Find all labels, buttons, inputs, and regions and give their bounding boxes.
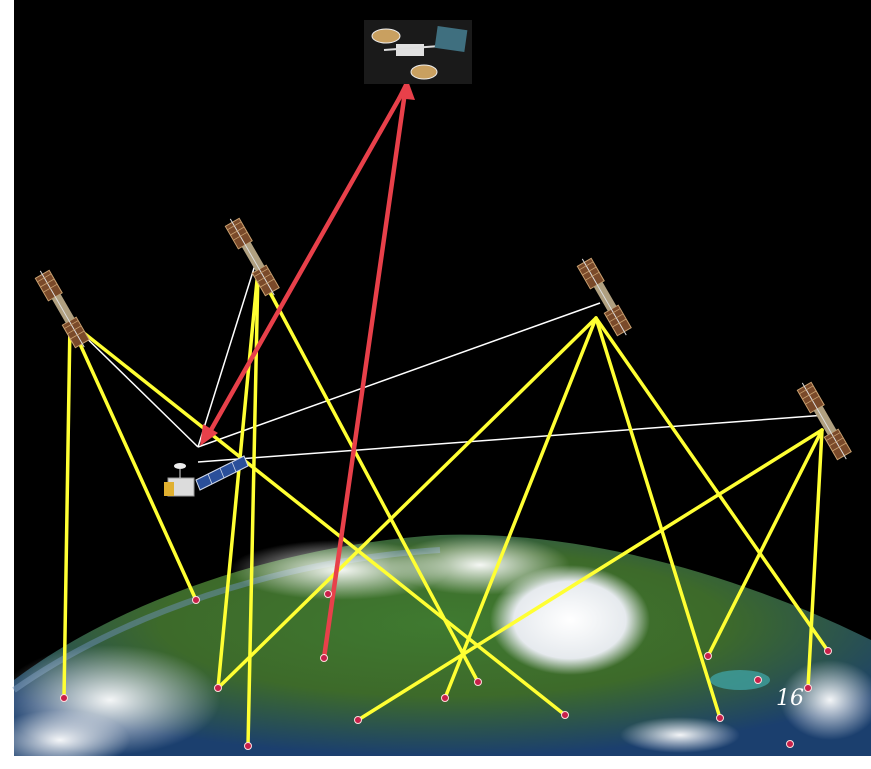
gps-link <box>443 316 598 700</box>
ground-station-marker-icon <box>354 716 362 724</box>
gps-satellite-icon <box>576 257 632 337</box>
cloud-bottom <box>620 717 740 753</box>
ground-stations <box>60 590 832 750</box>
relay-arrow-down <box>204 87 407 440</box>
ground-station-marker-icon <box>754 676 762 684</box>
hurricane <box>490 565 650 675</box>
earth-observation-satellite-icon <box>164 455 249 497</box>
crosslink-2 <box>197 264 256 448</box>
ground-station-marker-icon <box>716 714 724 722</box>
ground-station-marker-icon <box>561 711 569 719</box>
bottom-white-margin <box>0 756 871 769</box>
relay-arrowhead-up <box>397 78 415 100</box>
ground-station-marker-icon <box>804 684 812 692</box>
gps-link <box>706 428 824 658</box>
ground-station-marker-icon <box>786 740 794 748</box>
gps-link <box>806 428 824 690</box>
crosslinks <box>65 264 827 463</box>
gps-satellite-3 <box>576 257 632 337</box>
gps-satellite-2 <box>224 217 280 297</box>
gps-satellite-1 <box>34 269 90 349</box>
ground-station-marker-icon <box>244 742 252 750</box>
ground-station-marker-icon <box>474 678 482 686</box>
ground-station-marker-icon <box>60 694 68 702</box>
gps-link <box>256 268 480 684</box>
user-spacecraft <box>164 455 249 497</box>
gps-link <box>356 428 824 722</box>
gps-satellite-4 <box>796 381 852 461</box>
ground-station-marker-icon <box>214 684 222 692</box>
ground-station-marker-icon <box>324 590 332 598</box>
gps-link <box>68 320 567 717</box>
gps-link <box>68 320 198 602</box>
relay-satellite <box>364 20 472 84</box>
crosslink-4 <box>197 414 827 463</box>
page-number: 16 <box>776 686 804 711</box>
gps-link <box>62 320 72 700</box>
relay-links <box>200 78 415 661</box>
gps-link <box>216 316 598 690</box>
cloud-left-2 <box>0 710 130 769</box>
ground-station-marker-icon <box>320 654 328 662</box>
ground-station-marker-icon <box>824 647 832 655</box>
relay-satellite-icon <box>371 26 468 80</box>
ground-station-marker-icon <box>441 694 449 702</box>
relay-arrow-up <box>321 89 408 661</box>
islands <box>710 670 770 690</box>
cloud-right <box>390 535 570 595</box>
left-white-margin <box>0 0 14 769</box>
earth <box>0 534 871 769</box>
relay-arrowhead-down <box>200 424 218 446</box>
gps-link <box>216 268 260 690</box>
crosslink-3 <box>197 302 601 448</box>
gps-satellite-icon <box>34 269 90 349</box>
gps-satellite-icon <box>796 381 852 461</box>
gps-link <box>594 316 722 720</box>
ground-station-marker-icon <box>704 652 712 660</box>
cloud-far-right <box>780 660 871 740</box>
ground-station-marker-icon <box>192 596 200 604</box>
gps-link <box>594 316 830 653</box>
gps-satellite-icon <box>224 217 280 297</box>
